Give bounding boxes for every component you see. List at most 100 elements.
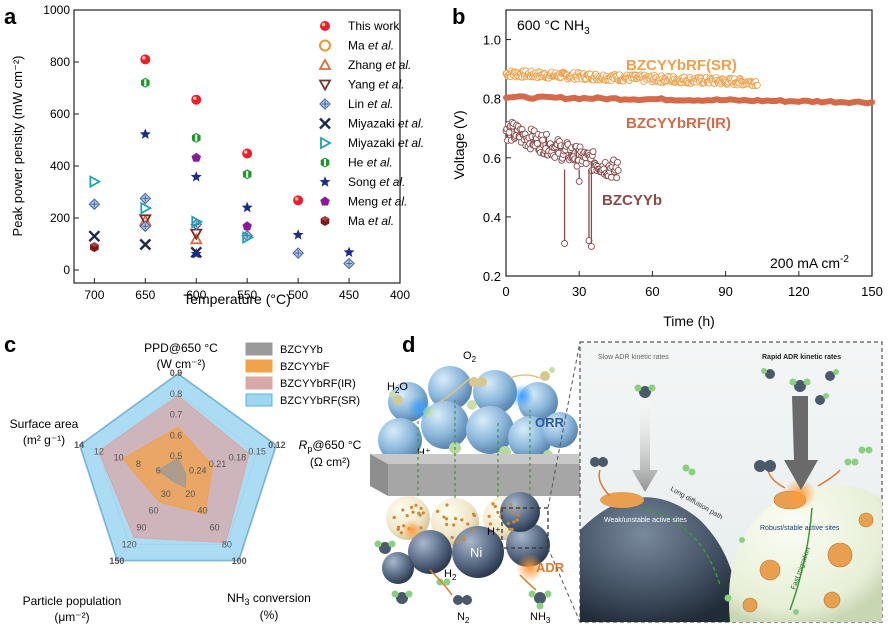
- weak-catalyst-surface: [580, 497, 739, 622]
- nanoparticle-dot: [506, 521, 510, 525]
- nh3-molecule: [374, 540, 396, 554]
- x-tick-label: 60: [645, 284, 659, 299]
- legend-item: BZCYYbRF(IR): [245, 376, 356, 390]
- scatter-point: [88, 198, 101, 211]
- radar-tick-label: 0.21: [209, 459, 227, 469]
- x-tick-label: 700: [84, 288, 104, 302]
- y-tick-label: 0.8: [483, 92, 501, 107]
- series-label-sr: BZCYYbRF(SR): [626, 57, 737, 74]
- radar-tick-label: 0.7: [170, 410, 183, 420]
- nanoparticle-dot: [510, 510, 514, 514]
- h2o-flow-arrow: [509, 374, 541, 379]
- x-tick-label: 30: [572, 284, 586, 299]
- nanoparticle-dot: [462, 537, 466, 542]
- radar-tick-label: 6: [156, 466, 161, 476]
- panel-b-letter: b: [452, 4, 465, 29]
- panel-b: b 0.2 0.4 0.6 0.8 1.0 0 30 60 90 120 150 Voltage …: [451, 4, 883, 329]
- scatter-point: [139, 238, 152, 251]
- legend-item: BZCYYbRF(SR): [245, 393, 360, 407]
- nanoparticle-dot: [411, 510, 415, 514]
- rapid-reaction-arrow: [784, 396, 818, 490]
- scatter-point: [319, 117, 331, 130]
- scatter-point: [242, 221, 252, 231]
- legend-item: Meng et al.: [320, 195, 407, 209]
- h2o-molecule: [389, 391, 403, 405]
- legend-item: Miyazaki et al.: [319, 117, 424, 131]
- robust-sites-label: Robust/stable active sites: [760, 525, 840, 532]
- x-tick-label: 120: [788, 284, 810, 299]
- legend-item: Song et al.: [319, 175, 405, 189]
- legend-item: BZCYYbF: [245, 359, 330, 373]
- y-tick-label: 200: [50, 211, 70, 225]
- h2-molecule: [436, 578, 451, 586]
- nanoparticle-dot: [461, 535, 465, 539]
- scatter-point: [343, 257, 355, 270]
- nanoparticle-dot: [456, 540, 460, 544]
- scatter-point: [141, 77, 150, 88]
- scatter-point: [139, 128, 151, 139]
- radar-area: [157, 457, 187, 488]
- slow-rate-title: Slow ADR kinetic rates: [598, 354, 669, 361]
- nanoparticle-dot: [491, 502, 495, 506]
- scatter-point: [140, 54, 151, 65]
- series-point: [533, 139, 541, 147]
- nanoparticle-dot: [442, 515, 446, 519]
- nanoparticle-dot: [472, 528, 476, 532]
- weak-active-site: [600, 492, 644, 508]
- panel-b-y-axis: 0.2 0.4 0.6 0.8 1.0: [483, 33, 511, 284]
- scatter-point: [190, 248, 202, 259]
- y-tick-label: 0.6: [483, 151, 501, 166]
- scatter-point: [320, 196, 330, 206]
- legend-label: Zhang et al.: [348, 58, 411, 72]
- robust-site-glow: [784, 478, 816, 510]
- radar-tick-label: 0.15: [248, 446, 266, 456]
- panel-a-x-label: Temperature (°C): [183, 291, 291, 307]
- radar-tick-label: 0.18: [229, 453, 247, 463]
- panel-d: d: [370, 332, 883, 625]
- y-tick-label: 0.4: [483, 210, 501, 225]
- nanoparticle-dot: [472, 513, 477, 517]
- scatter-point: [320, 136, 332, 150]
- radar-tick-label: 90: [136, 522, 146, 532]
- legend-label: BZCYYbRF(SR): [280, 395, 360, 407]
- x-tick-label: 150: [861, 284, 883, 299]
- radar-tick-label: 10: [114, 453, 124, 463]
- legend-item: Yang et al.: [318, 78, 404, 92]
- legend-label: Miyazaki et al.: [348, 117, 424, 131]
- y-tick-label: 800: [50, 55, 70, 69]
- panel-b-x-axis: 0 30 60 90 120 150: [502, 271, 883, 299]
- legend-label: Ma et al.: [348, 39, 394, 53]
- nanoparticle-dot: [452, 523, 456, 527]
- radar-axis-rp-unit: (Ω cm²): [310, 455, 350, 469]
- label-o2: O2: [463, 350, 477, 364]
- radar-axis-nh3-unit: (%): [260, 608, 279, 622]
- scatter-point: [191, 152, 201, 162]
- series-point: [587, 242, 595, 250]
- label-hplus-anode: H⁺: [487, 526, 501, 538]
- legend-item: This work: [320, 19, 400, 33]
- legend-item: Ma et al.: [319, 39, 394, 53]
- x-tick-label: 650: [135, 288, 155, 302]
- panel-b-x-label: Time (h): [663, 313, 715, 329]
- panel-b-condition: 600 °C NH3: [517, 17, 590, 37]
- n2-molecule: [453, 595, 472, 605]
- scatter-point: [190, 171, 202, 182]
- legend-label: This work: [348, 19, 400, 33]
- legend-item: He et al.: [320, 156, 393, 170]
- series-point: [543, 130, 550, 138]
- series-BZCYYbRF(SR): [502, 67, 761, 90]
- scatter-point: [319, 176, 331, 187]
- product-release-arrow: [817, 469, 841, 487]
- x-tick-label: 90: [718, 284, 732, 299]
- radar-tick-label: 0.5: [170, 451, 183, 461]
- nanoparticle-dot: [516, 513, 520, 517]
- legend-label: Song et al.: [348, 175, 405, 189]
- radar-tick-label: 30: [161, 489, 171, 499]
- scatter-point: [318, 58, 332, 70]
- series-point: [614, 166, 622, 174]
- scatter-point: [89, 175, 102, 189]
- radar-tick-labels: 0.9 0.8 0.7 0.6 0.5 0.120.150.180.210.24 10080…: [74, 368, 286, 566]
- series-point: [561, 240, 569, 247]
- radar-tick-label: 14: [74, 440, 84, 450]
- nh3-molecule: [391, 590, 413, 604]
